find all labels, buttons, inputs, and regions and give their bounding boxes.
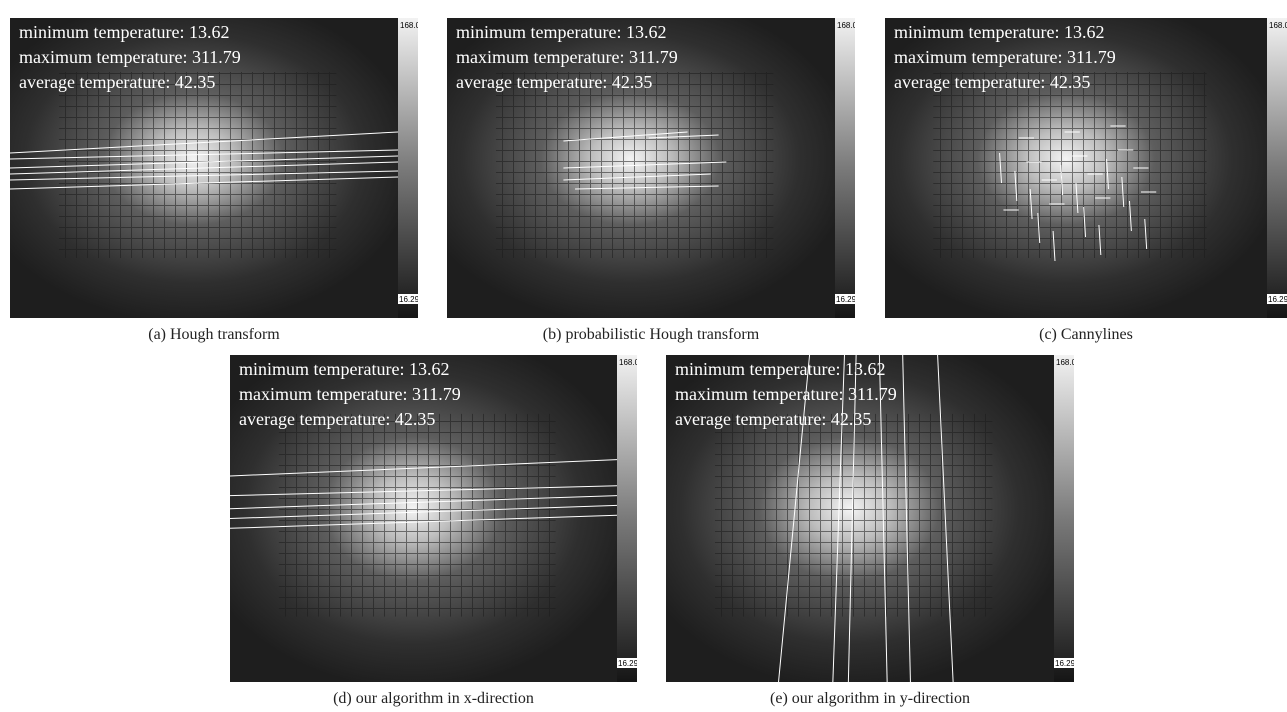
- detected-line: [10, 176, 399, 190]
- scale-min-bg: [1267, 294, 1287, 304]
- panel: 168.0 16.29 minimum temperature: 13.62 maxi…: [666, 355, 1074, 712]
- detected-line: [230, 504, 618, 519]
- detected-line: [230, 495, 618, 510]
- overlay-text: maximum temperature: 311.79: [239, 384, 461, 404]
- caption: (b) probabilistic Hough transform: [542, 326, 760, 343]
- detected-line: [1121, 176, 1125, 208]
- detected-line: [230, 514, 618, 529]
- scale-min-bg: [398, 294, 418, 304]
- overlay-text: average temperature: 42.35: [19, 72, 215, 92]
- scale-min: 16.29: [618, 659, 637, 668]
- overlay-text: minimum temperature: 13.62: [675, 359, 885, 379]
- scale-min: 16.29: [1268, 295, 1287, 304]
- color-scale: [1054, 355, 1074, 682]
- detected-line: [847, 355, 857, 682]
- scale-min: 16.29: [836, 295, 855, 304]
- detected-line: [648, 134, 719, 139]
- mesh: [933, 72, 1207, 258]
- detected-line: [10, 161, 399, 175]
- detected-line: [563, 173, 711, 181]
- overlay-text: minimum temperature: 13.62: [456, 22, 666, 42]
- overlay-text: average temperature: 42.35: [894, 72, 1090, 92]
- caption: (e) our algorithm in y-direction: [770, 690, 970, 707]
- detected-line: [1014, 170, 1018, 202]
- panel: 168.0 16.29 minimum temperature: 13.62 maxi…: [10, 18, 418, 348]
- detected-line: [10, 155, 399, 169]
- thermal-image: 168.0 16.29 minimum temperature: 13.62 maxi…: [666, 355, 1074, 682]
- caption: (d) our algorithm in x-direction: [333, 690, 534, 707]
- overlay-text: maximum temperature: 311.79: [675, 384, 897, 404]
- scale-min: 16.29: [399, 295, 418, 304]
- scale-min-bg: [835, 294, 855, 304]
- scale-min-bg: [1054, 658, 1074, 668]
- detected-line: [1029, 188, 1033, 220]
- scale-max: 168.0: [400, 21, 418, 30]
- detected-line: [1075, 182, 1079, 214]
- scale-max: 168.0: [837, 21, 855, 30]
- scale-max: 168.0: [1056, 358, 1074, 367]
- detected-line: [832, 355, 845, 682]
- detected-line: [937, 355, 954, 682]
- overlay-text: maximum temperature: 311.79: [19, 47, 241, 67]
- detected-line: [1052, 230, 1056, 262]
- detected-line: [10, 131, 399, 154]
- detected-line: [1106, 158, 1109, 190]
- overlay-text: maximum temperature: 311.79: [456, 47, 678, 67]
- overlay-text: minimum temperature: 13.62: [239, 359, 449, 379]
- thermal-image: 168.0 16.29 minimum temperature: 13.62 maxi…: [885, 18, 1287, 318]
- detected-line: [1060, 164, 1064, 196]
- detected-line: [10, 149, 399, 160]
- panel: 168.0 16.29 minimum temperature: 13.62 maxi…: [885, 18, 1287, 348]
- detected-line: [1144, 218, 1148, 250]
- detected-line: [1083, 206, 1087, 238]
- overlay-text: average temperature: 42.35: [456, 72, 652, 92]
- detected-line: [1128, 200, 1132, 232]
- thermal-image: 168.0 16.29 minimum temperature: 13.62 maxi…: [230, 355, 637, 682]
- detected-line: [575, 185, 719, 190]
- detected-line: [1037, 212, 1041, 244]
- detected-line: [902, 355, 911, 682]
- panel: 168.0 16.29 minimum temperature: 13.62 maxi…: [230, 355, 637, 712]
- scale-min: 16.29: [1055, 659, 1074, 668]
- color-scale: [617, 355, 637, 682]
- detected-line: [10, 170, 399, 181]
- detected-line: [878, 355, 888, 682]
- scale-max: 168.0: [619, 358, 637, 367]
- thermal-image: 168.0 16.29 minimum temperature: 13.62 maxi…: [10, 18, 418, 318]
- detected-line: [999, 152, 1003, 184]
- detected-line: [563, 131, 688, 142]
- overlay-text: average temperature: 42.35: [239, 409, 435, 429]
- detected-line: [230, 485, 618, 497]
- caption: (a) Hough transform: [148, 326, 280, 343]
- panel: 168.0 16.29 minimum temperature: 13.62 maxi…: [447, 18, 855, 348]
- detected-line: [778, 355, 811, 682]
- scale-max: 168.0: [1269, 21, 1287, 30]
- detected-line: [1098, 224, 1102, 256]
- detected-line: [230, 459, 618, 477]
- color-scale: [398, 18, 418, 318]
- scale-min-bg: [617, 658, 637, 668]
- thermal-image: 168.0 16.29 minimum temperature: 13.62 maxi…: [447, 18, 855, 318]
- overlay-text: average temperature: 42.35: [675, 409, 871, 429]
- overlay-text: minimum temperature: 13.62: [894, 22, 1104, 42]
- caption: (c) Cannylines: [1039, 326, 1133, 343]
- color-scale: [1267, 18, 1287, 318]
- detected-line: [563, 161, 727, 169]
- overlay-text: minimum temperature: 13.62: [19, 22, 229, 42]
- color-scale: [835, 18, 855, 318]
- overlay-text: maximum temperature: 311.79: [894, 47, 1116, 67]
